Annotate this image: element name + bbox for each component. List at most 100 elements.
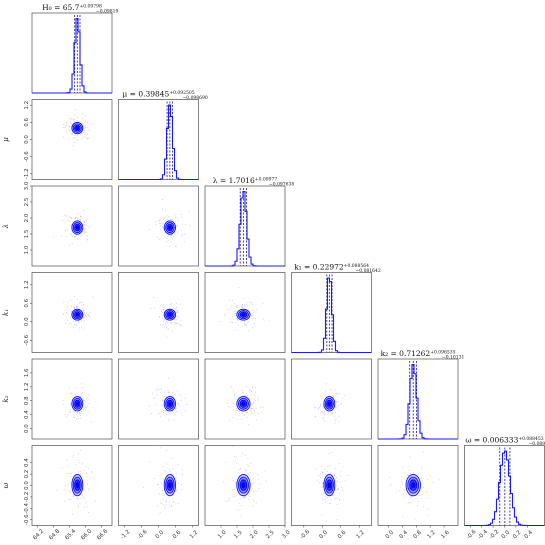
scatter-point — [344, 394, 346, 396]
scatter-point — [84, 312, 86, 314]
scatter-point — [243, 394, 245, 396]
scatter-point — [340, 486, 342, 488]
x-tick-label: -0.6 — [299, 529, 311, 541]
scatter-point — [234, 395, 236, 397]
scatter-point — [74, 135, 76, 137]
scatter-point — [72, 495, 74, 497]
scatter-point — [246, 321, 248, 323]
scatter-point — [235, 482, 237, 484]
scatter-point — [149, 229, 150, 230]
scatter-point — [86, 312, 87, 314]
scatter-point — [332, 395, 334, 397]
scatter-point — [408, 502, 410, 504]
scatter-point — [242, 389, 243, 391]
scatter-point — [153, 296, 155, 298]
scatter-point — [417, 501, 419, 502]
scatter-point — [322, 472, 324, 474]
y-tick-label: 0.8 — [24, 396, 30, 405]
scatter-point — [162, 318, 164, 320]
scatter-point — [262, 302, 264, 304]
scatter-point — [162, 209, 164, 211]
scatter-point — [83, 304, 85, 306]
scatter-point — [175, 490, 176, 492]
scatter-point — [70, 305, 72, 307]
scatter-point — [244, 455, 246, 457]
scatter-point — [87, 133, 88, 135]
x-tick-label: 1.2 — [189, 530, 199, 540]
scatter-point — [75, 418, 77, 420]
scatter-point — [86, 396, 88, 398]
scatter-point — [69, 481, 71, 483]
scatter-point — [62, 400, 64, 402]
contour-panel-lambda-vs-H0: 1.0 1.5 2.0 2.5 3.0 λ — [2, 181, 113, 267]
scatter-point — [246, 324, 248, 326]
scatter-point — [339, 481, 341, 483]
scatter-point — [173, 219, 174, 221]
scatter-point — [174, 408, 176, 410]
scatter-point — [336, 407, 338, 409]
contour-level — [75, 401, 80, 406]
scatter-point — [162, 311, 164, 313]
scatter-point — [74, 417, 76, 418]
scatter-point — [84, 115, 86, 117]
scatter-point — [244, 413, 245, 415]
scatter-point — [165, 209, 167, 211]
scatter-point — [329, 472, 331, 474]
scatter-point — [159, 412, 161, 414]
scatter-point — [69, 489, 71, 491]
scatter-point — [240, 321, 242, 322]
scatter-point — [184, 233, 186, 235]
scatter-point — [176, 309, 178, 311]
scatter-point — [250, 462, 252, 464]
scatter-point — [78, 417, 80, 419]
contour-panel-k2-vs-mu — [118, 358, 199, 440]
scatter-point — [231, 305, 233, 307]
scatter-point — [71, 473, 72, 475]
scatter-point — [178, 317, 180, 319]
scatter-point — [77, 219, 79, 221]
y-tick-label: 3.0 — [24, 181, 30, 190]
y-tick-label: -0.6 — [24, 514, 30, 525]
scatter-point — [250, 489, 252, 491]
scatter-point — [71, 311, 73, 313]
scatter-point — [92, 296, 94, 298]
scatter-point — [234, 397, 236, 399]
scatter-point — [70, 218, 72, 219]
scatter-point — [74, 394, 76, 396]
scatter-point — [256, 502, 257, 504]
scatter-point — [70, 119, 72, 120]
scatter-point — [86, 472, 88, 474]
scatter-point — [243, 297, 245, 299]
scatter-point — [334, 412, 336, 413]
scatter-point — [317, 408, 319, 410]
scatter-point — [175, 246, 177, 248]
scatter-point — [324, 410, 326, 412]
scatter-point — [319, 406, 320, 408]
scatter-point — [405, 495, 407, 497]
scatter-point — [68, 484, 70, 486]
scatter-point — [63, 127, 65, 129]
scatter-point — [253, 317, 255, 319]
x-tick-label: 0.8 — [412, 529, 423, 540]
scatter-point — [238, 414, 240, 416]
scatter-point — [85, 407, 87, 409]
scatter-point — [223, 314, 225, 316]
scatter-point — [80, 319, 82, 321]
scatter-point — [76, 139, 78, 141]
scatter-point — [68, 323, 70, 325]
scatter-point — [69, 224, 71, 226]
scatter-point — [245, 469, 247, 471]
scatter-point — [248, 424, 250, 426]
scatter-point — [335, 401, 337, 403]
scatter-point — [75, 235, 77, 237]
scatter-point — [223, 481, 225, 483]
scatter-point — [69, 221, 71, 222]
scatter-point — [250, 405, 252, 407]
scatter-point — [237, 324, 239, 326]
scatter-point — [64, 485, 66, 487]
contour-body — [142, 447, 184, 516]
scatter-point — [75, 320, 76, 322]
scatter-point — [72, 410, 74, 412]
scatter-point — [233, 311, 235, 313]
scatter-point — [177, 390, 178, 392]
